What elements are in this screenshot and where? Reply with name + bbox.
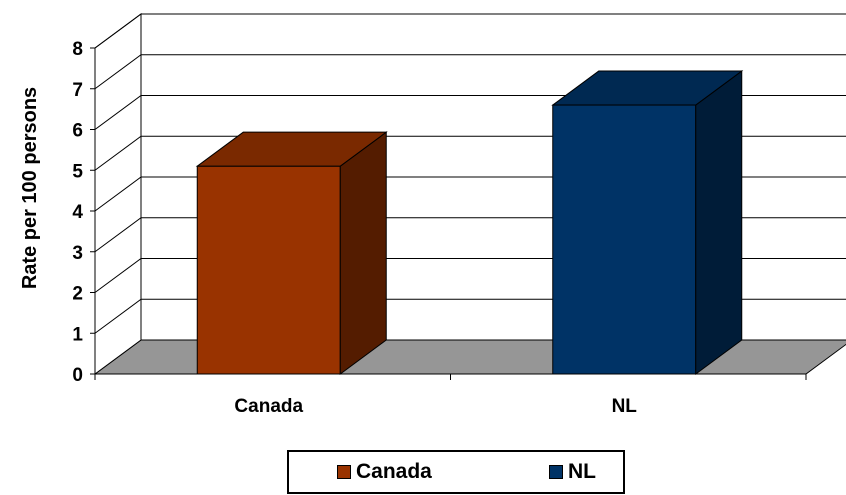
legend-item-nl: NL: [549, 460, 596, 484]
legend-label-nl: NL: [568, 460, 596, 483]
legend-label-canada: Canada: [356, 460, 432, 483]
y-tick-label: 3: [72, 243, 83, 264]
bar-front-nl: [552, 104, 697, 375]
y-axis-label: Rate per 100 persons: [19, 87, 41, 289]
y-tick-label: 2: [72, 284, 83, 305]
bar-side-nl: [695, 70, 743, 375]
legend-swatch-nl: [549, 465, 563, 479]
bar-top-canada: [195, 131, 388, 167]
bar-nl: [551, 70, 744, 375]
x-tick-label-canada: Canada: [234, 396, 303, 417]
bar-side-canada: [339, 131, 387, 375]
x-tick-label-nl: NL: [612, 396, 638, 417]
legend-item-canada: Canada: [337, 460, 432, 484]
bar-canada: [195, 131, 388, 375]
legend: Canada NL: [287, 450, 625, 494]
legend-swatch-canada: [337, 465, 351, 479]
y-tick-label: 7: [72, 80, 83, 101]
bar-front-canada: [196, 165, 341, 375]
y-tick-label: 6: [72, 121, 83, 142]
y-tick-label: 4: [72, 202, 83, 223]
y-tick-label: 0: [72, 365, 83, 386]
gridline: [94, 54, 846, 90]
y-tick-label: 1: [72, 324, 83, 345]
bar-top-nl: [551, 70, 744, 106]
y-tick-label: 8: [72, 39, 83, 60]
y-tick-label: 5: [72, 161, 83, 182]
gridline: [94, 13, 846, 49]
